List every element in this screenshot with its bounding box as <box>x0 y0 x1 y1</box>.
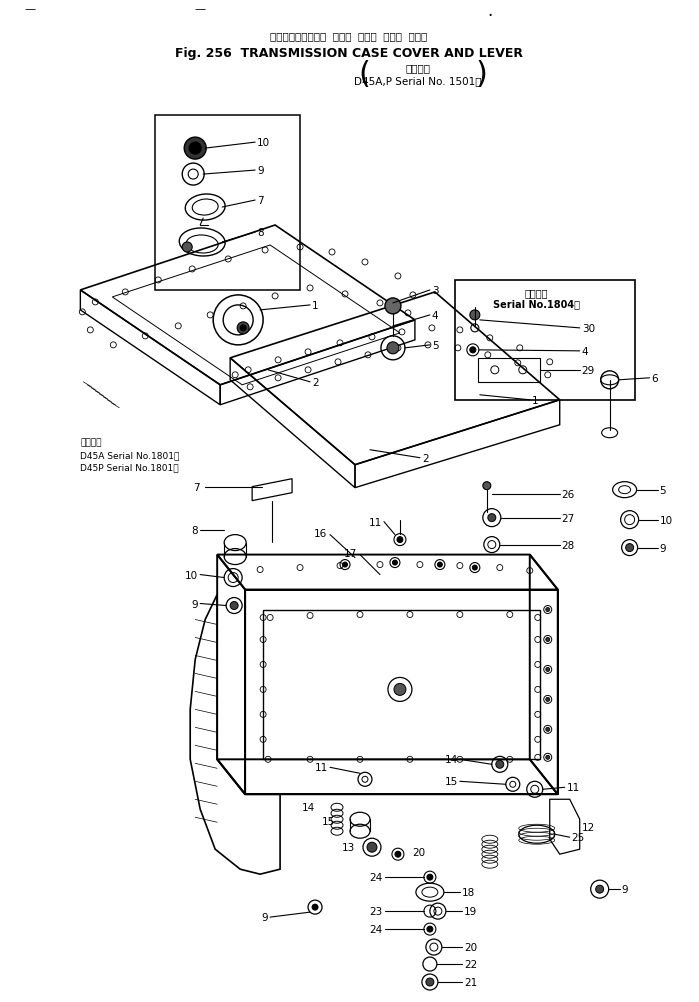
Text: 11: 11 <box>567 783 580 793</box>
Text: D45P Serial No.1801～: D45P Serial No.1801～ <box>80 463 179 472</box>
Text: (: ( <box>358 60 370 88</box>
Text: 23: 23 <box>370 906 383 916</box>
Text: 27: 27 <box>562 513 575 523</box>
Text: 7: 7 <box>257 195 264 205</box>
Text: 15: 15 <box>445 777 458 787</box>
Text: 10: 10 <box>660 515 672 525</box>
Circle shape <box>185 138 206 160</box>
Text: 25: 25 <box>572 833 585 843</box>
Text: 24: 24 <box>370 873 383 883</box>
Text: 11: 11 <box>368 517 382 527</box>
Circle shape <box>488 514 496 522</box>
Text: 5: 5 <box>432 341 438 351</box>
Text: 2: 2 <box>312 378 319 388</box>
Circle shape <box>473 565 477 570</box>
Text: ): ) <box>476 60 488 88</box>
Circle shape <box>367 843 377 853</box>
Circle shape <box>546 667 549 671</box>
Text: 4: 4 <box>582 347 589 357</box>
Circle shape <box>546 638 549 642</box>
Text: 適用号機: 適用号機 <box>80 438 102 447</box>
Circle shape <box>546 727 549 731</box>
Text: 10: 10 <box>257 138 271 148</box>
Circle shape <box>427 926 433 932</box>
Text: トランスミッション  ケース  カバー  および  レバー: トランスミッション ケース カバー および レバー <box>271 31 428 41</box>
Circle shape <box>496 761 504 769</box>
Circle shape <box>237 323 249 335</box>
Circle shape <box>240 326 246 332</box>
Text: 1: 1 <box>532 396 538 406</box>
Circle shape <box>230 602 238 610</box>
Text: —: — <box>25 4 36 14</box>
Text: D45A Serial No.1801～: D45A Serial No.1801～ <box>80 451 180 460</box>
Text: 30: 30 <box>582 324 595 334</box>
Text: 9: 9 <box>261 912 268 922</box>
Circle shape <box>546 697 549 701</box>
Circle shape <box>596 886 604 893</box>
Text: 2: 2 <box>422 453 428 463</box>
Text: 24: 24 <box>370 924 383 934</box>
Text: 18: 18 <box>462 887 475 897</box>
Circle shape <box>395 852 401 858</box>
Text: 22: 22 <box>464 959 477 969</box>
Text: 21: 21 <box>464 977 477 987</box>
Text: 28: 28 <box>562 540 575 550</box>
Bar <box>155 116 300 291</box>
Text: 12: 12 <box>582 823 595 833</box>
Text: 適用号機: 適用号機 <box>525 288 549 298</box>
Text: 6: 6 <box>651 374 658 384</box>
Text: Serial No.1804～: Serial No.1804～ <box>493 299 580 309</box>
Circle shape <box>546 756 549 760</box>
Text: 9: 9 <box>621 884 628 894</box>
Circle shape <box>426 978 434 986</box>
Text: .: . <box>487 2 492 20</box>
Text: 20: 20 <box>464 942 477 952</box>
Circle shape <box>385 299 401 315</box>
Text: 14: 14 <box>445 755 458 765</box>
Text: 9: 9 <box>660 543 666 553</box>
Text: 15: 15 <box>322 817 335 827</box>
Text: 10: 10 <box>185 570 199 580</box>
Circle shape <box>387 343 399 355</box>
Circle shape <box>397 537 403 543</box>
Text: 8: 8 <box>192 525 199 535</box>
Circle shape <box>189 143 201 155</box>
Circle shape <box>470 348 476 354</box>
Text: —: — <box>194 4 206 14</box>
Text: 13: 13 <box>342 843 355 853</box>
Text: 7: 7 <box>194 482 200 492</box>
Text: 1: 1 <box>312 301 319 311</box>
Text: 26: 26 <box>562 489 575 499</box>
Circle shape <box>483 482 491 490</box>
Text: D45A,P Serial No. 1501～: D45A,P Serial No. 1501～ <box>354 76 482 86</box>
Circle shape <box>470 311 480 321</box>
Text: 14: 14 <box>302 803 315 813</box>
Text: 3: 3 <box>432 286 438 296</box>
Text: 17: 17 <box>344 548 357 558</box>
Circle shape <box>626 544 633 552</box>
Text: 4: 4 <box>432 311 438 321</box>
Circle shape <box>394 683 406 695</box>
Text: 9: 9 <box>257 166 264 176</box>
Circle shape <box>427 875 433 881</box>
Text: 29: 29 <box>582 366 595 376</box>
Circle shape <box>312 904 318 910</box>
Text: 適用号機: 適用号機 <box>405 63 431 73</box>
Text: 19: 19 <box>464 906 477 916</box>
Text: 16: 16 <box>314 528 327 538</box>
Circle shape <box>438 562 442 567</box>
Circle shape <box>182 242 192 253</box>
Text: 8: 8 <box>257 227 264 237</box>
Bar <box>455 281 635 401</box>
Text: 11: 11 <box>315 763 328 773</box>
Text: 9: 9 <box>192 599 199 609</box>
Circle shape <box>392 560 398 565</box>
Text: 5: 5 <box>660 485 666 495</box>
Text: 20: 20 <box>412 848 425 858</box>
Text: Fig. 256  TRANSMISSION CASE COVER AND LEVER: Fig. 256 TRANSMISSION CASE COVER AND LEV… <box>175 47 523 60</box>
Circle shape <box>546 608 549 612</box>
Circle shape <box>343 562 347 567</box>
